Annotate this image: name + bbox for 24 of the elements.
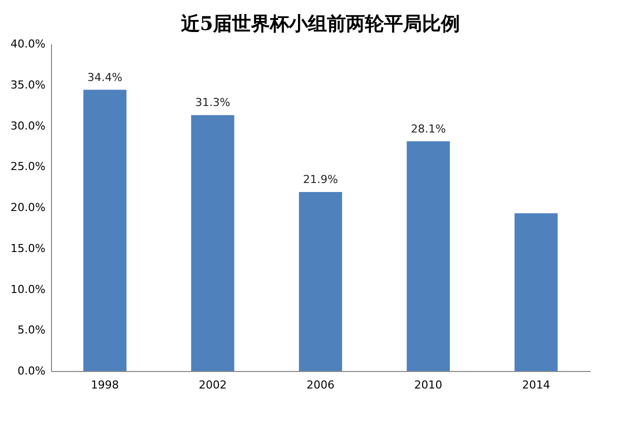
bar [406, 141, 450, 371]
y-tick-label: 25.0% [10, 160, 46, 174]
data-label: 31.3% [195, 96, 230, 110]
bar [191, 115, 234, 371]
bar [514, 213, 558, 371]
y-tick-label: 35.0% [10, 78, 46, 92]
data-label: 21.9% [303, 172, 338, 186]
x-tick-label: 2010 [414, 378, 442, 392]
y-tick-label: 5.0% [18, 324, 46, 337]
data-label: 28.1% [410, 122, 446, 136]
bar [83, 90, 126, 371]
y-tick-label: 0.0% [18, 364, 46, 378]
y-tick-label: 10.0% [10, 282, 46, 296]
y-tick-label: 40.0% [10, 38, 46, 50]
data-label: 34.4% [87, 70, 122, 84]
x-tick-label: 2014 [522, 378, 550, 392]
x-tick-label: 1998 [90, 378, 119, 392]
y-tick-label: 30.0% [10, 119, 46, 132]
x-tick-label: 2002 [198, 378, 227, 392]
y-tick-label: 20.0% [10, 201, 46, 214]
y-tick-label: 15.0% [10, 242, 46, 255]
chart-title: 近5届世界杯小组前两轮平局比例 [180, 13, 460, 35]
bar [298, 192, 342, 371]
x-tick-label: 2006 [306, 378, 334, 392]
